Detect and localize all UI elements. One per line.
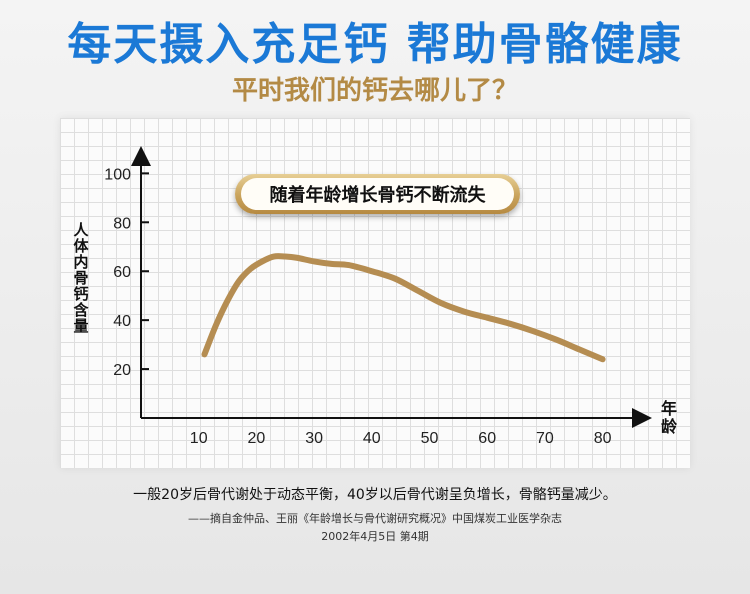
x-tick-label: 80 (594, 430, 612, 447)
x-tick-label: 40 (363, 430, 381, 447)
x-tick-label: 50 (421, 430, 439, 447)
summary-text: 一般20岁后骨代谢处于动态平衡，40岁以后骨代谢呈负增长，骨骼钙量减少。 (133, 487, 617, 503)
x-tick-group: 10 20 30 40 50 60 70 80 (190, 430, 612, 447)
annotation-badge: 随着年龄增长骨钙不断流失 (235, 174, 520, 214)
x-axis-label: 年龄 (660, 399, 677, 436)
y-tick-label: 100 (104, 166, 131, 183)
y-tick-group: 20 40 60 80 100 (104, 166, 149, 379)
x-tick-label: 20 (248, 430, 266, 447)
y-tick-label: 40 (113, 313, 131, 330)
citation-date: 2002年4月5日 第4期 (321, 530, 429, 543)
x-tick-label: 70 (536, 430, 554, 447)
y-axis-label: 人体内骨钙含量 (73, 221, 89, 335)
x-tick-label: 10 (190, 430, 208, 447)
y-tick-label: 20 (113, 362, 131, 379)
citation-source: ——摘自金仲品、王丽《年龄增长与骨代谢研究概况》中国煤炭工业医学杂志 (188, 512, 562, 525)
y-tick-label: 80 (113, 215, 131, 232)
x-tick-label: 60 (478, 430, 496, 447)
page-title: 每天摄入充足钙 帮助骨骼健康 (67, 19, 683, 70)
y-tick-label: 60 (113, 264, 131, 281)
x-tick-label: 30 (305, 430, 323, 447)
annotation-text: 随着年龄增长骨钙不断流失 (241, 178, 514, 210)
page-subtitle: 平时我们的钙去哪儿了？ (231, 76, 518, 106)
calcium-curve (201, 253, 606, 363)
